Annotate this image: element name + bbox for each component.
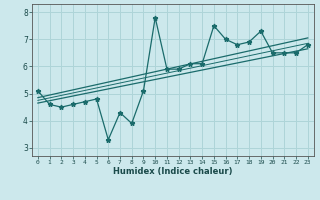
X-axis label: Humidex (Indice chaleur): Humidex (Indice chaleur) [113, 167, 233, 176]
